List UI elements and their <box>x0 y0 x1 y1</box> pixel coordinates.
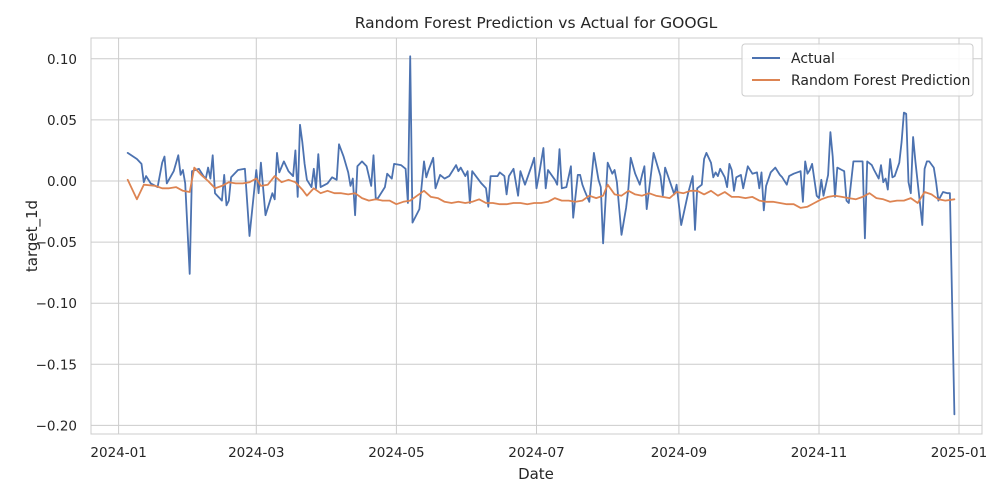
y-tick-label: −0.05 <box>36 235 77 251</box>
y-tick-label: −0.15 <box>36 357 77 373</box>
y-tick-label: −0.10 <box>36 296 77 312</box>
x-tick-label: 2024-11 <box>791 445 847 461</box>
legend-label-prediction: Random Forest Prediction <box>791 73 970 89</box>
y-tick-label: 0.05 <box>47 113 77 129</box>
x-tick-label: 2024-01 <box>90 445 146 461</box>
y-tick-label: 0.00 <box>47 174 77 190</box>
x-tick-label: 2025-01 <box>931 445 987 461</box>
x-gridlines <box>118 38 960 434</box>
y-tick-labels: 0.10 0.05 0.00 −0.05 −0.10 −0.15 −0.20 <box>36 52 77 435</box>
y-tick-label: −0.20 <box>36 418 77 434</box>
legend-label-actual: Actual <box>791 51 835 67</box>
x-tick-label: 2024-07 <box>508 445 564 461</box>
x-tick-label: 2024-03 <box>228 445 284 461</box>
series-line-random-forest-prediction <box>126 166 956 209</box>
y-tick-label: 0.10 <box>47 52 77 68</box>
series-line-actual <box>126 55 956 416</box>
legend-box <box>741 43 974 97</box>
x-axis-label: Date <box>518 465 554 483</box>
series-layer <box>126 55 956 416</box>
x-tick-labels: 2024-01 2024-03 2024-05 2024-07 2024-09 2024-… <box>90 445 987 461</box>
legend: Actual Random Forest Prediction <box>741 43 974 97</box>
y-axis-label: target_1d <box>23 200 42 272</box>
x-tick-label: 2024-05 <box>368 445 424 461</box>
x-tick-label: 2024-09 <box>651 445 707 461</box>
chart-title: Random Forest Prediction vs Actual for G… <box>355 14 718 32</box>
